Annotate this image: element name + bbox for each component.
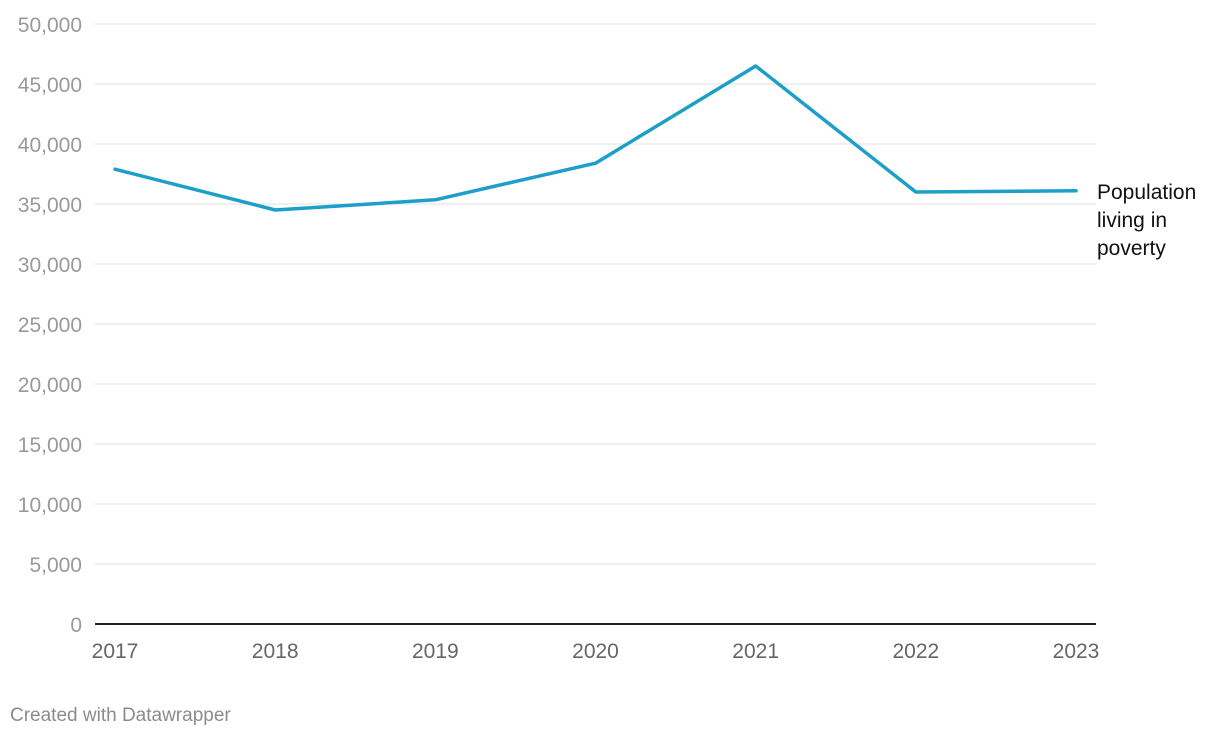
x-tick-label: 2023: [1053, 640, 1100, 663]
y-tick-label: 10,000: [18, 494, 82, 517]
x-tick-label: 2019: [412, 640, 459, 663]
series-layer: [113, 64, 1078, 212]
x-tick-label: 2018: [252, 640, 299, 663]
x-axis-tick-labels: 2017 2018 2019 2020 2021 2022 2023: [92, 640, 1100, 663]
y-tick-label: 15,000: [18, 434, 82, 457]
y-tick-label: 45,000: [18, 74, 82, 97]
y-tick-label: 25,000: [18, 314, 82, 337]
y-tick-label: 35,000: [18, 194, 82, 217]
y-tick-label: 5,000: [29, 554, 82, 577]
footer-credit: Created with Datawrapper: [10, 705, 231, 726]
y-axis-tick-labels: 0 5,000 10,000 15,000 20,000 25,000 30,000 35,0…: [18, 14, 82, 637]
x-tick-label: 2020: [572, 640, 619, 663]
gridlines: [95, 23, 1096, 565]
series-label: Population living in poverty: [1097, 181, 1196, 260]
y-tick-label: 50,000: [18, 14, 82, 37]
y-tick-label: 0: [70, 614, 82, 637]
x-tick-label: 2021: [732, 640, 779, 663]
y-tick-label: 40,000: [18, 134, 82, 157]
x-tick-label: 2017: [92, 640, 139, 663]
y-tick-label: 20,000: [18, 374, 82, 397]
x-tick-label: 2022: [892, 640, 939, 663]
series-label-line: Population: [1097, 181, 1196, 204]
series-label-line: living in: [1097, 209, 1167, 232]
y-tick-label: 30,000: [18, 254, 82, 277]
series-label-line: poverty: [1097, 237, 1166, 260]
series-line: [113, 64, 1078, 212]
